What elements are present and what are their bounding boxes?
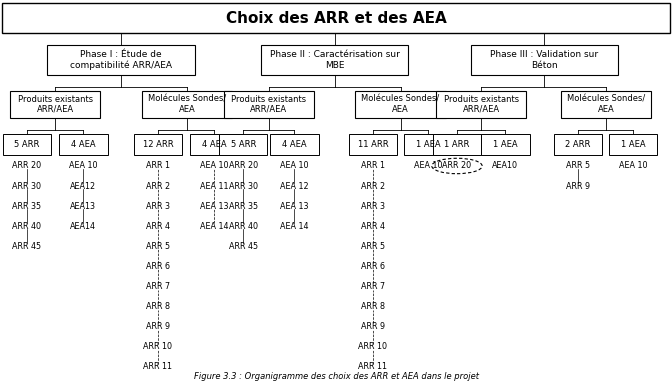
- FancyBboxPatch shape: [3, 134, 51, 155]
- Text: Produits existants
ARR/AEA: Produits existants ARR/AEA: [231, 95, 306, 114]
- Text: ARR 5: ARR 5: [566, 161, 590, 171]
- FancyBboxPatch shape: [10, 91, 100, 117]
- FancyBboxPatch shape: [2, 3, 670, 34]
- Text: Produits existants
ARR/AEA: Produits existants ARR/AEA: [17, 95, 93, 114]
- FancyBboxPatch shape: [59, 134, 108, 155]
- Text: ARR 10: ARR 10: [358, 342, 388, 351]
- Text: Phase II : Caractérisation sur
MBE: Phase II : Caractérisation sur MBE: [269, 50, 400, 69]
- Text: Figure 3.3 : Organigramme des choix des ARR et AEA dans le projet: Figure 3.3 : Organigramme des choix des …: [194, 372, 478, 381]
- Text: AEA 10: AEA 10: [200, 161, 228, 171]
- FancyBboxPatch shape: [134, 134, 182, 155]
- Text: ARR 2: ARR 2: [361, 181, 385, 191]
- Text: AEA 10: AEA 10: [414, 161, 442, 171]
- FancyBboxPatch shape: [190, 134, 239, 155]
- Text: AEA12: AEA12: [71, 181, 96, 191]
- Text: 5 ARR: 5 ARR: [14, 140, 40, 149]
- FancyBboxPatch shape: [404, 134, 452, 155]
- Text: ARR 3: ARR 3: [361, 201, 385, 211]
- Text: 1 ARR: 1 ARR: [444, 140, 470, 149]
- Text: ARR 9: ARR 9: [566, 181, 590, 191]
- Text: Phase I : Étude de
compatibilité ARR/AEA: Phase I : Étude de compatibilité ARR/AEA: [70, 50, 172, 70]
- Text: ARR 4: ARR 4: [361, 222, 385, 231]
- Text: AEA13: AEA13: [71, 201, 96, 211]
- Text: Molécules Sondes/
AEA: Molécules Sondes/ AEA: [362, 95, 439, 114]
- Text: 4 AEA: 4 AEA: [282, 140, 306, 149]
- Text: AEA14: AEA14: [71, 222, 96, 231]
- Text: ARR 8: ARR 8: [146, 302, 170, 311]
- Text: 5 ARR: 5 ARR: [230, 140, 256, 149]
- Text: ARR 1: ARR 1: [361, 161, 385, 171]
- Text: AEA 14: AEA 14: [200, 222, 228, 231]
- Text: ARR 9: ARR 9: [146, 322, 170, 331]
- Text: ARR 35: ARR 35: [12, 201, 42, 211]
- Text: Phase III : Validation sur
Béton: Phase III : Validation sur Béton: [491, 50, 598, 69]
- Text: 1 AEA: 1 AEA: [416, 140, 440, 149]
- Text: ARR 8: ARR 8: [361, 302, 385, 311]
- FancyBboxPatch shape: [270, 134, 319, 155]
- Text: AEA 10: AEA 10: [619, 161, 647, 171]
- FancyBboxPatch shape: [433, 134, 481, 155]
- FancyBboxPatch shape: [355, 91, 446, 117]
- Text: ARR 11: ARR 11: [143, 362, 173, 371]
- Text: AEA 10: AEA 10: [69, 161, 97, 171]
- Text: AEA10: AEA10: [493, 161, 518, 171]
- Text: ARR 9: ARR 9: [361, 322, 385, 331]
- FancyBboxPatch shape: [436, 91, 526, 117]
- FancyBboxPatch shape: [554, 134, 602, 155]
- FancyBboxPatch shape: [219, 134, 267, 155]
- Text: ARR 2: ARR 2: [146, 181, 170, 191]
- Text: AEA 12: AEA 12: [280, 181, 308, 191]
- Text: AEA 13: AEA 13: [280, 201, 308, 211]
- FancyBboxPatch shape: [470, 45, 618, 75]
- Text: 1 AEA: 1 AEA: [493, 140, 517, 149]
- Text: ARR 1: ARR 1: [146, 161, 170, 171]
- Text: 4 AEA: 4 AEA: [202, 140, 226, 149]
- FancyBboxPatch shape: [609, 134, 657, 155]
- FancyBboxPatch shape: [224, 91, 314, 117]
- FancyBboxPatch shape: [561, 91, 651, 117]
- Text: ARR 35: ARR 35: [228, 201, 258, 211]
- Text: ARR 45: ARR 45: [228, 242, 258, 251]
- Text: ARR 6: ARR 6: [361, 262, 385, 271]
- Text: 1 AEA: 1 AEA: [621, 140, 645, 149]
- FancyBboxPatch shape: [349, 134, 397, 155]
- Text: 11 ARR: 11 ARR: [358, 140, 388, 149]
- Text: ARR 20: ARR 20: [442, 161, 472, 171]
- Text: ARR 4: ARR 4: [146, 222, 170, 231]
- Text: AEA 14: AEA 14: [280, 222, 308, 231]
- Text: ARR 40: ARR 40: [228, 222, 258, 231]
- Text: ARR 11: ARR 11: [358, 362, 388, 371]
- Text: 4 AEA: 4 AEA: [71, 140, 95, 149]
- FancyBboxPatch shape: [47, 45, 195, 75]
- Text: ARR 7: ARR 7: [146, 282, 170, 291]
- FancyBboxPatch shape: [481, 134, 530, 155]
- Text: AEA 10: AEA 10: [280, 161, 308, 171]
- Text: ARR 7: ARR 7: [361, 282, 385, 291]
- Text: ARR 5: ARR 5: [146, 242, 170, 251]
- Text: ARR 6: ARR 6: [146, 262, 170, 271]
- Text: Molécules Sondes/
AEA: Molécules Sondes/ AEA: [148, 95, 226, 114]
- Text: ARR 30: ARR 30: [12, 181, 42, 191]
- Text: ARR 40: ARR 40: [12, 222, 42, 231]
- Text: AEA 11: AEA 11: [200, 181, 228, 191]
- FancyBboxPatch shape: [142, 91, 232, 117]
- Text: ARR 5: ARR 5: [361, 242, 385, 251]
- Text: ARR 3: ARR 3: [146, 201, 170, 211]
- Text: AEA 13: AEA 13: [200, 201, 228, 211]
- Text: 2 ARR: 2 ARR: [565, 140, 591, 149]
- Text: ARR 30: ARR 30: [228, 181, 258, 191]
- Text: ARR 45: ARR 45: [12, 242, 42, 251]
- Text: ARR 10: ARR 10: [143, 342, 173, 351]
- Text: ARR 20: ARR 20: [12, 161, 42, 171]
- Text: Produits existants
ARR/AEA: Produits existants ARR/AEA: [444, 95, 519, 114]
- Text: 12 ARR: 12 ARR: [142, 140, 173, 149]
- Text: Choix des ARR et des AEA: Choix des ARR et des AEA: [226, 11, 446, 25]
- Text: Molécules Sondes/
AEA: Molécules Sondes/ AEA: [567, 95, 645, 114]
- Text: ARR 20: ARR 20: [228, 161, 258, 171]
- FancyBboxPatch shape: [261, 45, 408, 75]
